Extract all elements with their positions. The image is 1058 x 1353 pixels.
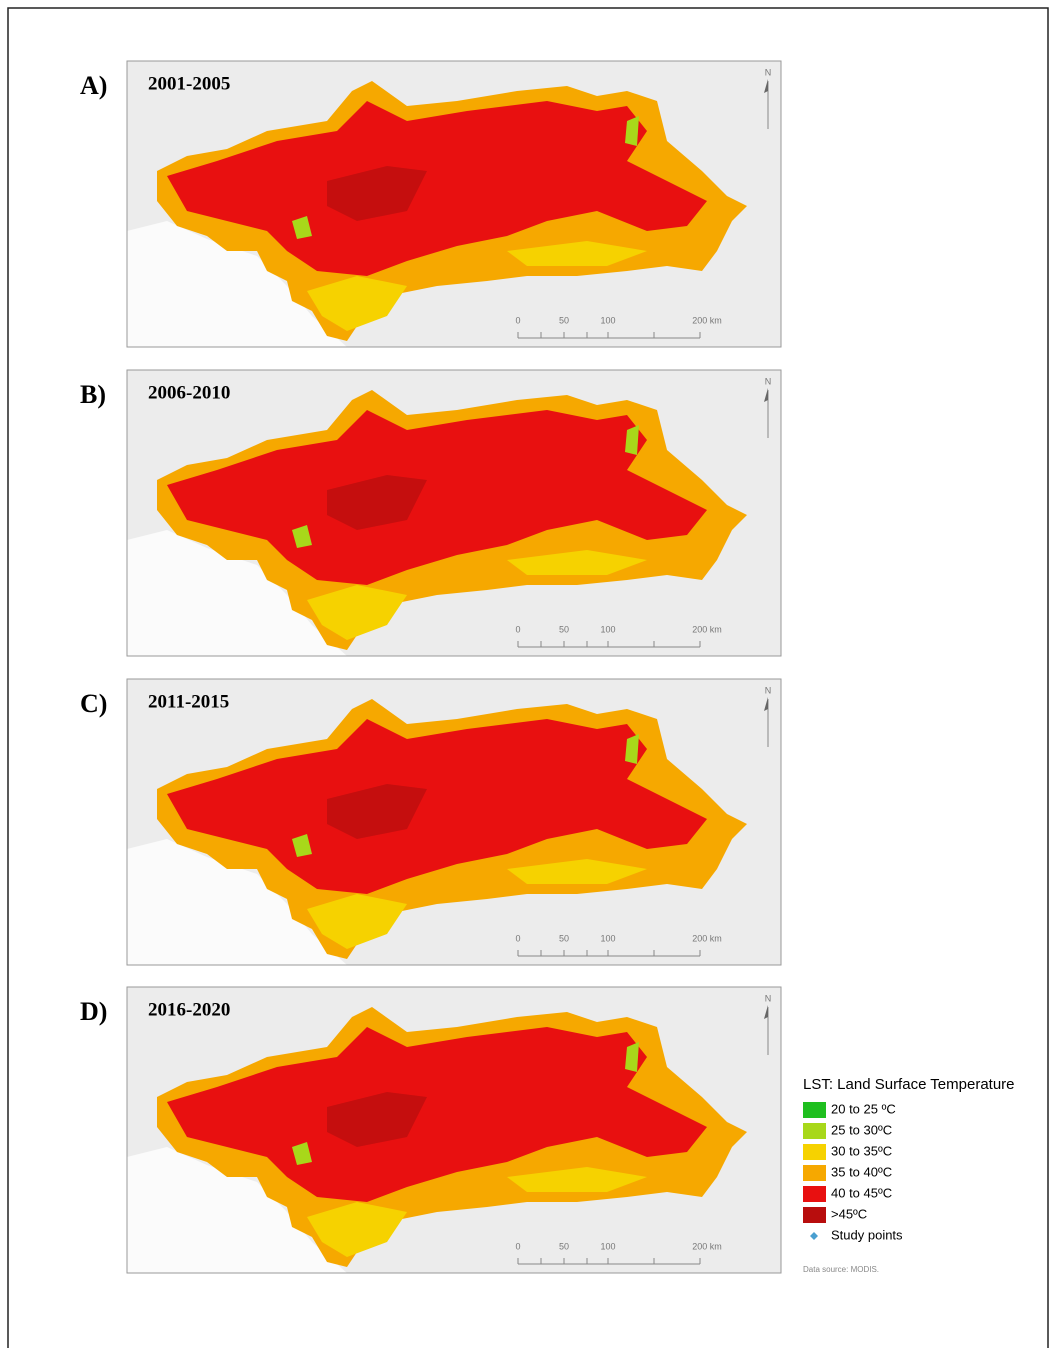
- scale-label: 100: [600, 1241, 615, 1251]
- legend-swatch: [803, 1102, 826, 1118]
- legend-swatch: [803, 1207, 826, 1223]
- legend-marker: [810, 1232, 818, 1240]
- period-label: 2001-2005: [148, 73, 230, 94]
- scale-label: 50: [559, 624, 569, 634]
- north-arrow-head: [764, 697, 768, 711]
- map-frame: [126, 986, 782, 1274]
- region-map: [127, 61, 781, 347]
- region-map: [127, 987, 781, 1273]
- map-frame: [126, 678, 782, 966]
- period-label: 2011-2015: [148, 691, 229, 712]
- north-label: N: [765, 993, 772, 1003]
- scale-label: 200 km: [692, 933, 722, 943]
- legend-label: 20 to 25 ºC: [831, 1101, 896, 1116]
- north-arrow-head: [764, 79, 768, 93]
- figure-border: [7, 7, 1049, 1353]
- legend-label: 40 to 45ºC: [831, 1185, 892, 1200]
- map-frame: [126, 60, 782, 348]
- scale-label: 50: [559, 933, 569, 943]
- legend-swatch: [803, 1144, 826, 1160]
- scale-label: 0: [515, 1241, 520, 1251]
- scale-label: 50: [559, 315, 569, 325]
- scale-label: 0: [515, 315, 520, 325]
- north-label: N: [765, 685, 772, 695]
- panel-label: A): [80, 71, 107, 100]
- scale-label: 100: [600, 624, 615, 634]
- legend-label: 35 to 40ºC: [831, 1164, 892, 1179]
- north-arrow-head: [764, 1005, 768, 1019]
- period-label: 2016-2020: [148, 999, 230, 1020]
- north-arrow-head: [764, 388, 768, 402]
- scale-label: 100: [600, 933, 615, 943]
- scale-label: 200 km: [692, 1241, 722, 1251]
- legend-label: >45ºC: [831, 1206, 867, 1221]
- map-frame: [126, 369, 782, 657]
- scale-label: 0: [515, 624, 520, 634]
- legend-label: Study points: [831, 1227, 903, 1242]
- scale-label: 50: [559, 1241, 569, 1251]
- map-panel: 2016-2020 N 0 50 100 200 km: [126, 986, 782, 1274]
- legend-label: 30 to 35ºC: [831, 1143, 892, 1158]
- panel-label: C): [80, 689, 107, 718]
- panel-label: D): [80, 997, 107, 1026]
- north-label: N: [765, 376, 772, 386]
- scale-label: 200 km: [692, 315, 722, 325]
- legend-swatch: [803, 1123, 826, 1139]
- legend-label: 25 to 30ºC: [831, 1122, 892, 1137]
- north-label: N: [765, 67, 772, 77]
- region-map: [127, 370, 781, 656]
- legend-title: LST: Land Surface Temperature: [803, 1076, 1015, 1093]
- map-panel: 2006-2010 N 0 50 100 200 km: [126, 369, 782, 657]
- panel-label: B): [80, 380, 106, 409]
- map-panel: 2001-2005 N 0 50 100 200 km: [126, 60, 782, 348]
- period-label: 2006-2010: [148, 382, 230, 403]
- legend-swatch: [803, 1165, 826, 1181]
- region-map: [127, 679, 781, 965]
- scale-label: 0: [515, 933, 520, 943]
- scale-label: 200 km: [692, 624, 722, 634]
- scale-label: 100: [600, 315, 615, 325]
- data-source: Data source: MODIS.: [803, 1265, 879, 1274]
- legend-swatch: [803, 1186, 826, 1202]
- map-panel: 2011-2015 N 0 50 100 200 km: [126, 678, 782, 966]
